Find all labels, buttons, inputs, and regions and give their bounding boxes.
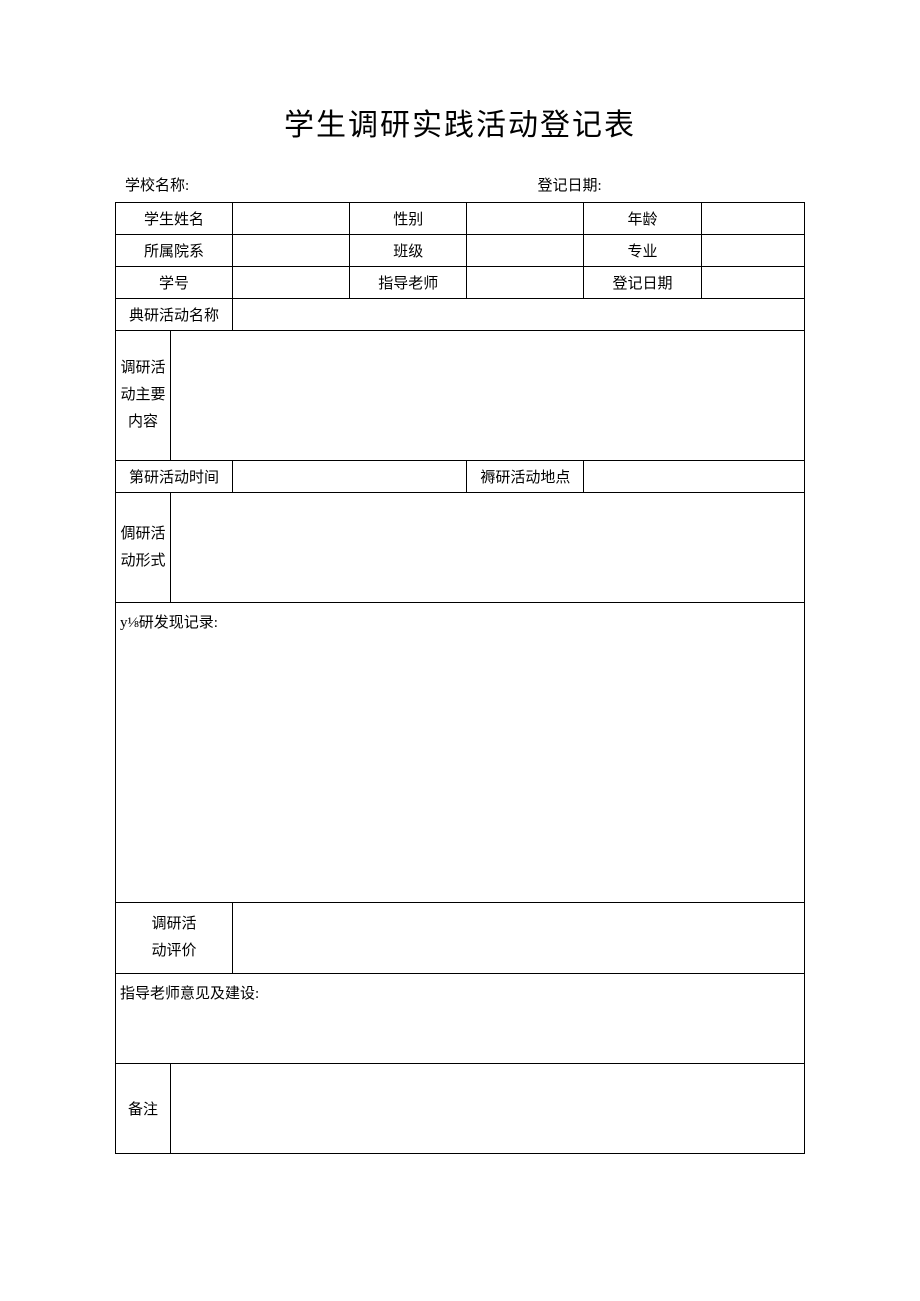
activity-name-label: 典研活动名称: [116, 299, 233, 331]
table-row: 学生姓名 性别 年龄: [116, 203, 805, 235]
activity-name-value: [233, 299, 805, 331]
activity-form-label: 倜研活动形式: [116, 493, 171, 603]
major-value: [701, 235, 804, 267]
class-value: [467, 235, 584, 267]
activity-form-value: [171, 493, 805, 603]
evaluation-label: 调研活动评价: [116, 903, 233, 974]
school-name-label: 学校名称:: [125, 174, 383, 195]
registration-table: 学生姓名 性别 年龄 所属院系 班级 专业 学号 指导老师 登记日期 典研活动名…: [115, 202, 805, 1154]
table-row: y⅛研发现记录:: [116, 603, 805, 903]
evaluation-value: [233, 903, 805, 974]
note-value: [171, 1064, 805, 1154]
table-row: 第研活动时间 褥研活动地点: [116, 461, 805, 493]
reg-date-label: 登记日期: [584, 267, 701, 299]
major-label: 专业: [584, 235, 701, 267]
gender-label: 性别: [350, 203, 467, 235]
student-id-value: [233, 267, 350, 299]
student-name-label: 学生姓名: [116, 203, 233, 235]
advisor-label: 指导老师: [350, 267, 467, 299]
class-label: 班级: [350, 235, 467, 267]
activity-time-label: 第研活动时间: [116, 461, 233, 493]
activity-place-value: [584, 461, 805, 493]
age-label: 年龄: [584, 203, 701, 235]
advisor-value: [467, 267, 584, 299]
table-row: 倜研活动形式: [116, 493, 805, 603]
registration-date-label: 登记日期:: [383, 174, 796, 195]
table-row: 调研活动评价: [116, 903, 805, 974]
table-row: 典研活动名称: [116, 299, 805, 331]
activity-place-label: 褥研活动地点: [467, 461, 584, 493]
table-row: 备注: [116, 1064, 805, 1154]
findings-record: y⅛研发现记录:: [116, 603, 805, 903]
page-title: 学生调研实践活动登记表: [115, 100, 805, 144]
content-value: [171, 331, 805, 461]
student-name-value: [233, 203, 350, 235]
note-label: 备注: [116, 1064, 171, 1154]
department-value: [233, 235, 350, 267]
table-row: 所属院系 班级 专业: [116, 235, 805, 267]
header-info: 学校名称: 登记日期:: [115, 174, 805, 200]
content-label: 调研活动主要内容: [116, 331, 171, 461]
table-row: 指导老师意见及建设:: [116, 974, 805, 1064]
department-label: 所属院系: [116, 235, 233, 267]
activity-time-value: [233, 461, 467, 493]
table-row: 学号 指导老师 登记日期: [116, 267, 805, 299]
student-id-label: 学号: [116, 267, 233, 299]
reg-date-value: [701, 267, 804, 299]
table-row: 调研活动主要内容: [116, 331, 805, 461]
gender-value: [467, 203, 584, 235]
age-value: [701, 203, 804, 235]
advisor-opinion: 指导老师意见及建设:: [116, 974, 805, 1064]
